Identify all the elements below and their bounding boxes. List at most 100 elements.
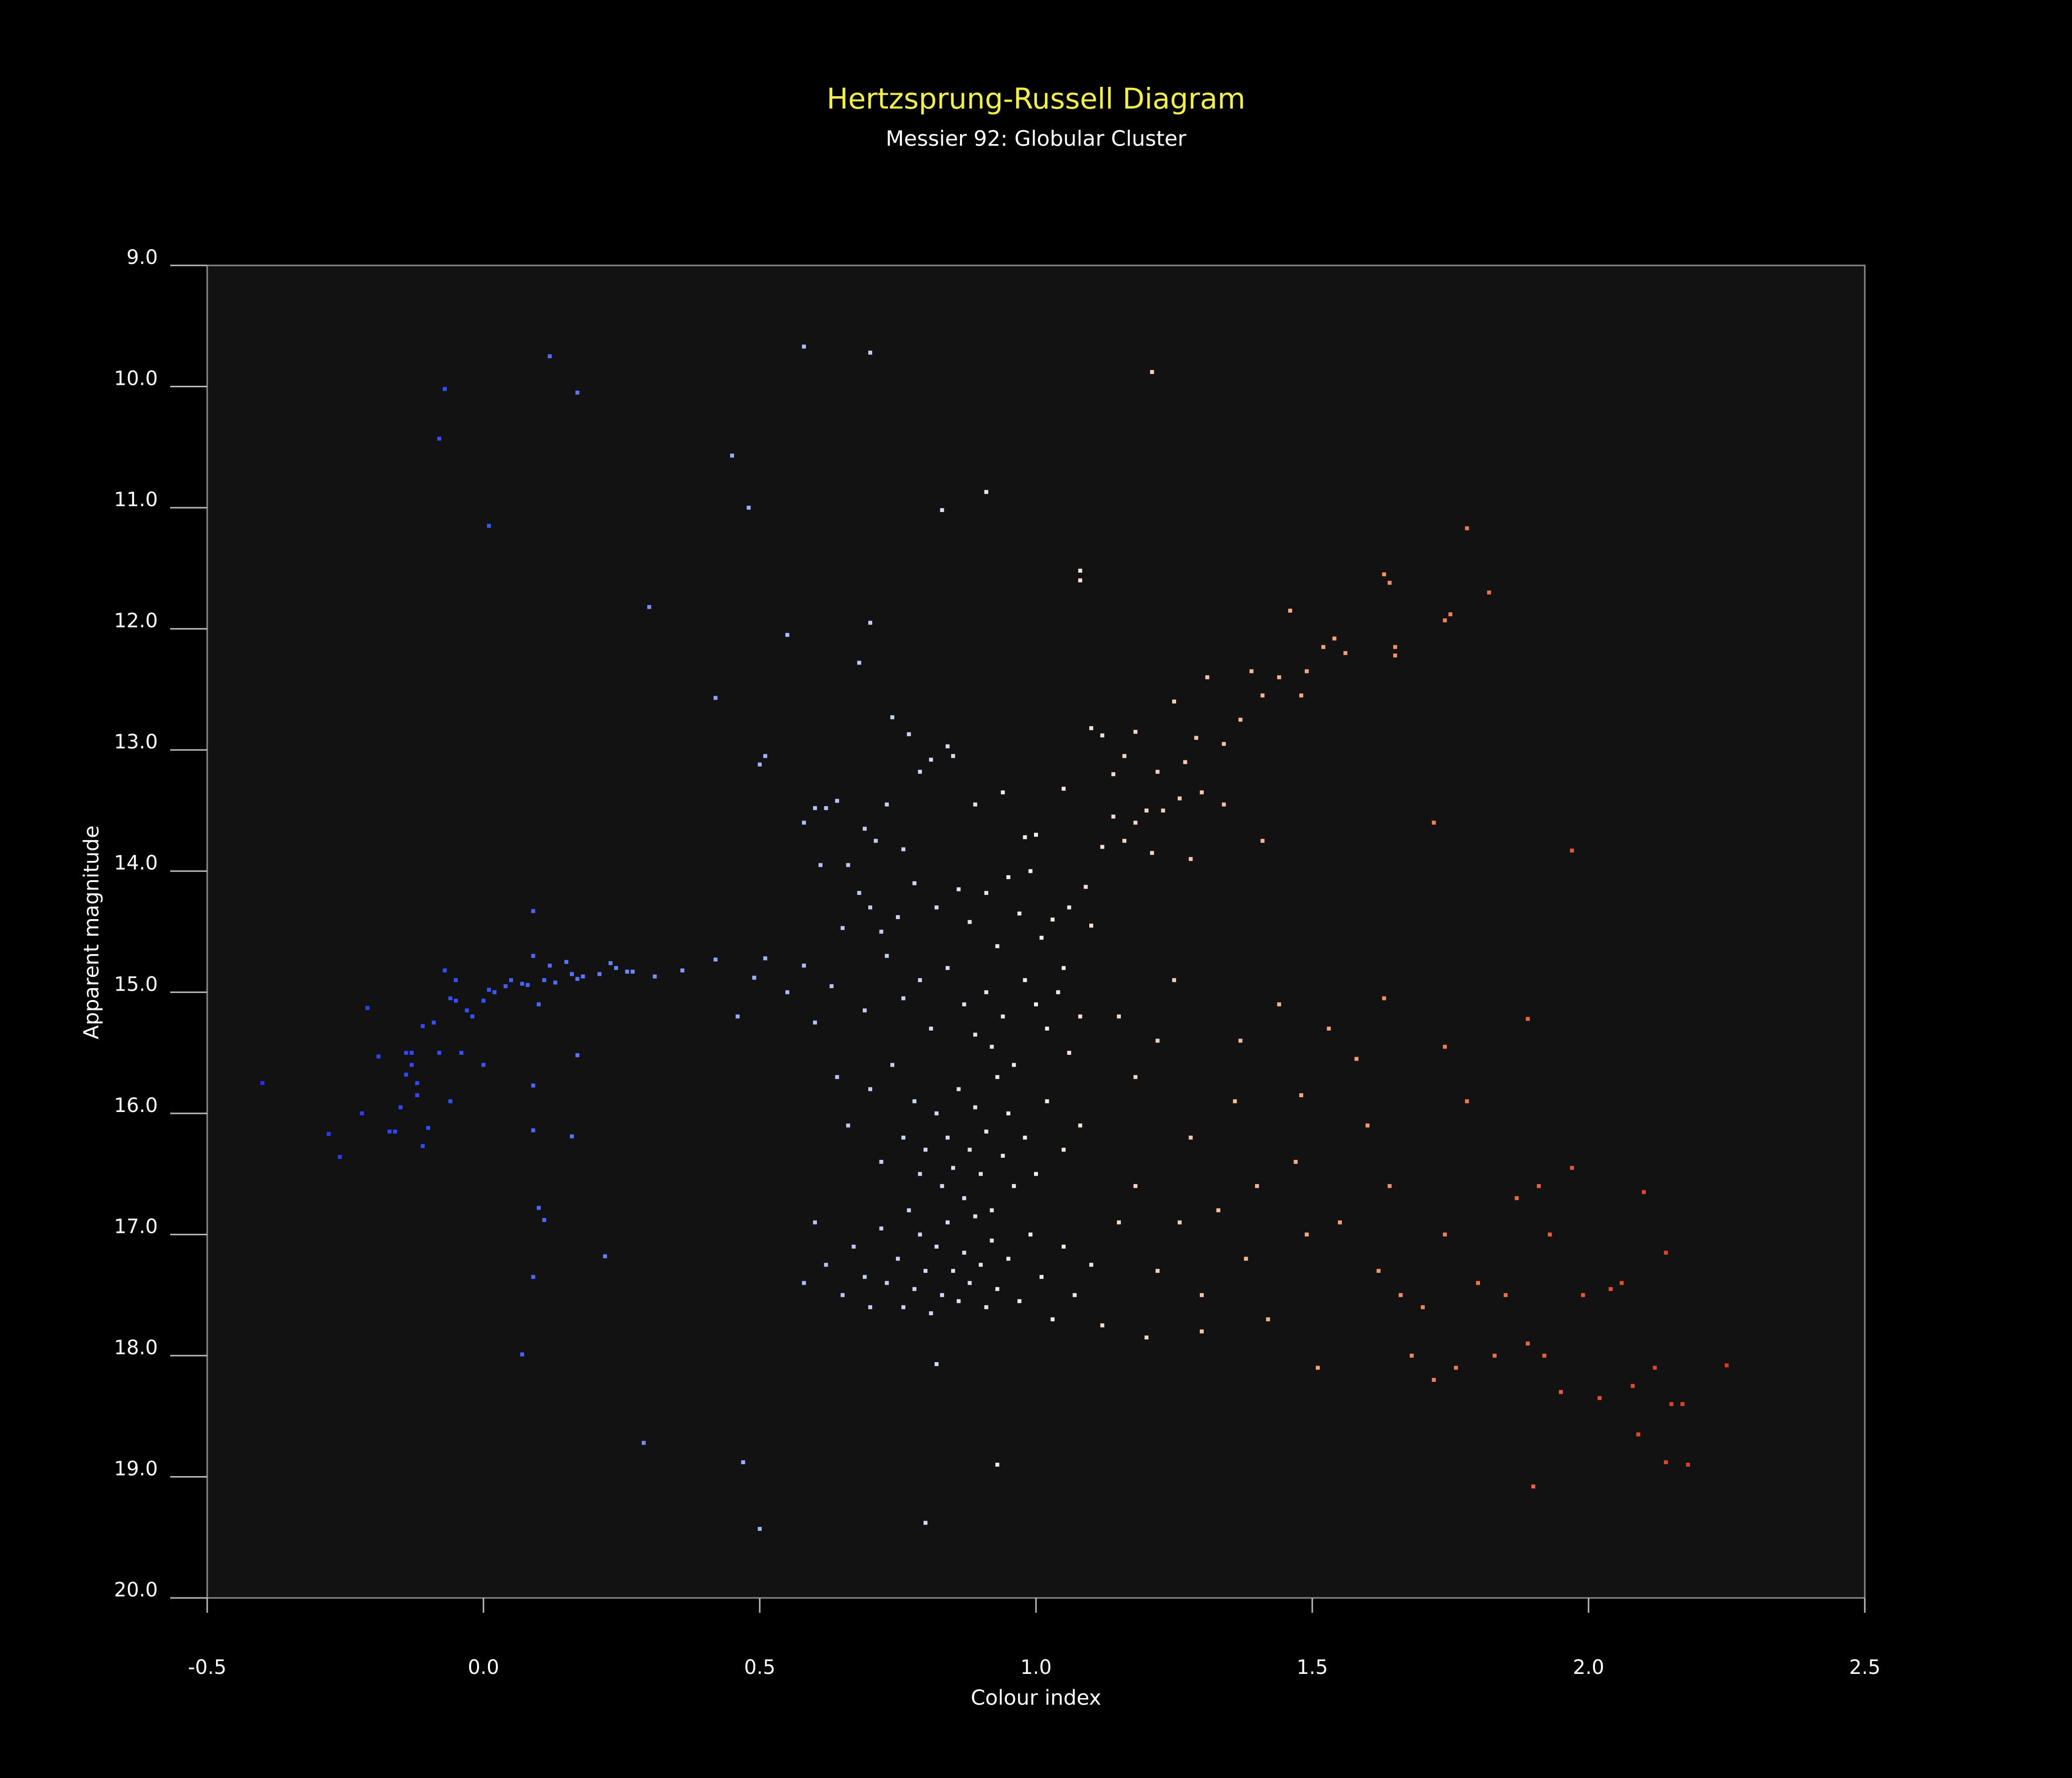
star	[851, 1244, 856, 1249]
star	[537, 1002, 541, 1006]
star	[1559, 1390, 1563, 1394]
star	[680, 968, 685, 973]
star	[481, 999, 485, 1003]
star	[841, 1293, 845, 1297]
star	[1504, 1293, 1508, 1297]
star	[1260, 839, 1265, 843]
x-tick-label: -0.5	[188, 1656, 226, 1679]
star	[1304, 669, 1309, 673]
star	[1277, 675, 1281, 679]
star	[896, 915, 900, 920]
star	[957, 887, 961, 891]
star	[531, 954, 535, 958]
star	[918, 978, 922, 982]
star	[603, 1254, 607, 1259]
star	[459, 1051, 464, 1055]
star	[1039, 935, 1044, 940]
star	[409, 1063, 414, 1067]
star	[1111, 815, 1115, 819]
y-tick-label: 13.0	[114, 731, 158, 753]
star	[470, 1014, 475, 1019]
star	[885, 1281, 889, 1285]
star	[1145, 808, 1148, 813]
star	[934, 1362, 939, 1367]
star	[967, 1281, 972, 1285]
x-tick-label: 2.0	[1573, 1656, 1604, 1679]
y-tick-label: 17.0	[114, 1215, 158, 1238]
star	[1188, 1135, 1193, 1140]
y-tick-label: 16.0	[114, 1094, 158, 1117]
star	[912, 1099, 917, 1104]
star	[1017, 911, 1022, 916]
star	[846, 863, 851, 867]
star	[896, 1257, 900, 1261]
star	[548, 354, 552, 359]
star	[885, 954, 889, 958]
star	[857, 890, 861, 895]
x-tick-label: 2.5	[1849, 1656, 1881, 1679]
star	[1443, 1232, 1447, 1237]
star	[934, 1111, 939, 1115]
star	[1012, 1063, 1016, 1067]
star	[1006, 1257, 1010, 1261]
star	[990, 1208, 994, 1213]
star	[1062, 786, 1066, 791]
star	[1454, 1366, 1458, 1370]
star	[862, 1275, 867, 1279]
star	[901, 847, 906, 852]
star	[802, 1281, 806, 1285]
star	[1432, 820, 1436, 825]
star	[387, 1129, 392, 1134]
star	[1133, 730, 1138, 734]
star	[1172, 978, 1176, 982]
star	[1316, 1366, 1320, 1370]
star	[1382, 996, 1386, 1000]
star	[337, 1155, 342, 1159]
star	[1023, 978, 1027, 982]
star	[1200, 1329, 1204, 1334]
star	[957, 1299, 961, 1303]
star	[1725, 1363, 1729, 1368]
star	[399, 1105, 403, 1110]
star	[1133, 1075, 1138, 1079]
star	[901, 996, 906, 1000]
star	[1492, 1353, 1497, 1358]
star	[945, 966, 950, 970]
x-tick-label: 1.5	[1296, 1656, 1328, 1679]
star	[376, 1054, 381, 1059]
star	[1443, 1044, 1447, 1049]
star	[984, 1129, 989, 1134]
star	[929, 757, 933, 762]
star	[984, 890, 989, 895]
star	[1294, 1160, 1298, 1164]
star	[1338, 1220, 1342, 1224]
star	[503, 984, 508, 988]
star	[1050, 1317, 1055, 1322]
star	[1062, 1148, 1066, 1152]
star	[448, 996, 452, 1000]
star	[962, 1196, 966, 1200]
star	[1321, 645, 1326, 649]
plot-area	[206, 264, 1866, 1599]
star	[1432, 1378, 1436, 1382]
star	[973, 1105, 977, 1110]
star	[415, 1093, 419, 1097]
star	[1537, 1184, 1541, 1188]
y-tick-label: 18.0	[114, 1336, 158, 1359]
chart-title: Hertzsprung-Russell Diagram	[827, 82, 1246, 115]
star	[1017, 1299, 1022, 1303]
star	[829, 984, 834, 988]
star	[940, 1293, 944, 1297]
star	[785, 990, 789, 995]
star	[531, 909, 535, 913]
star	[1034, 833, 1038, 837]
star	[901, 1305, 906, 1309]
star	[1073, 1293, 1077, 1297]
star	[1155, 1269, 1160, 1273]
star	[365, 1006, 370, 1010]
star	[1000, 1153, 1005, 1158]
star	[912, 1287, 917, 1291]
star	[1332, 636, 1336, 641]
star	[1150, 370, 1154, 374]
star	[1122, 839, 1127, 843]
